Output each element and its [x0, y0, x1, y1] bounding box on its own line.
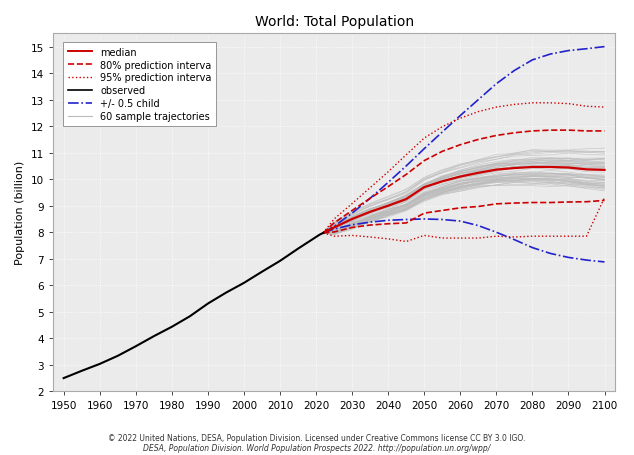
- Title: World: Total Population: World: Total Population: [254, 15, 413, 29]
- Y-axis label: Population (billion): Population (billion): [15, 161, 25, 265]
- Legend: median, 80% prediction interva, 95% prediction interva, observed, +/- 0.5 child,: median, 80% prediction interva, 95% pred…: [63, 43, 216, 127]
- Text: © 2022 United Nations, DESA, Population Division. Licensed under Creative Common: © 2022 United Nations, DESA, Population …: [108, 433, 526, 442]
- Text: DESA, Population Division. World Population Prospects 2022. http://population.un: DESA, Population Division. World Populat…: [143, 443, 491, 451]
